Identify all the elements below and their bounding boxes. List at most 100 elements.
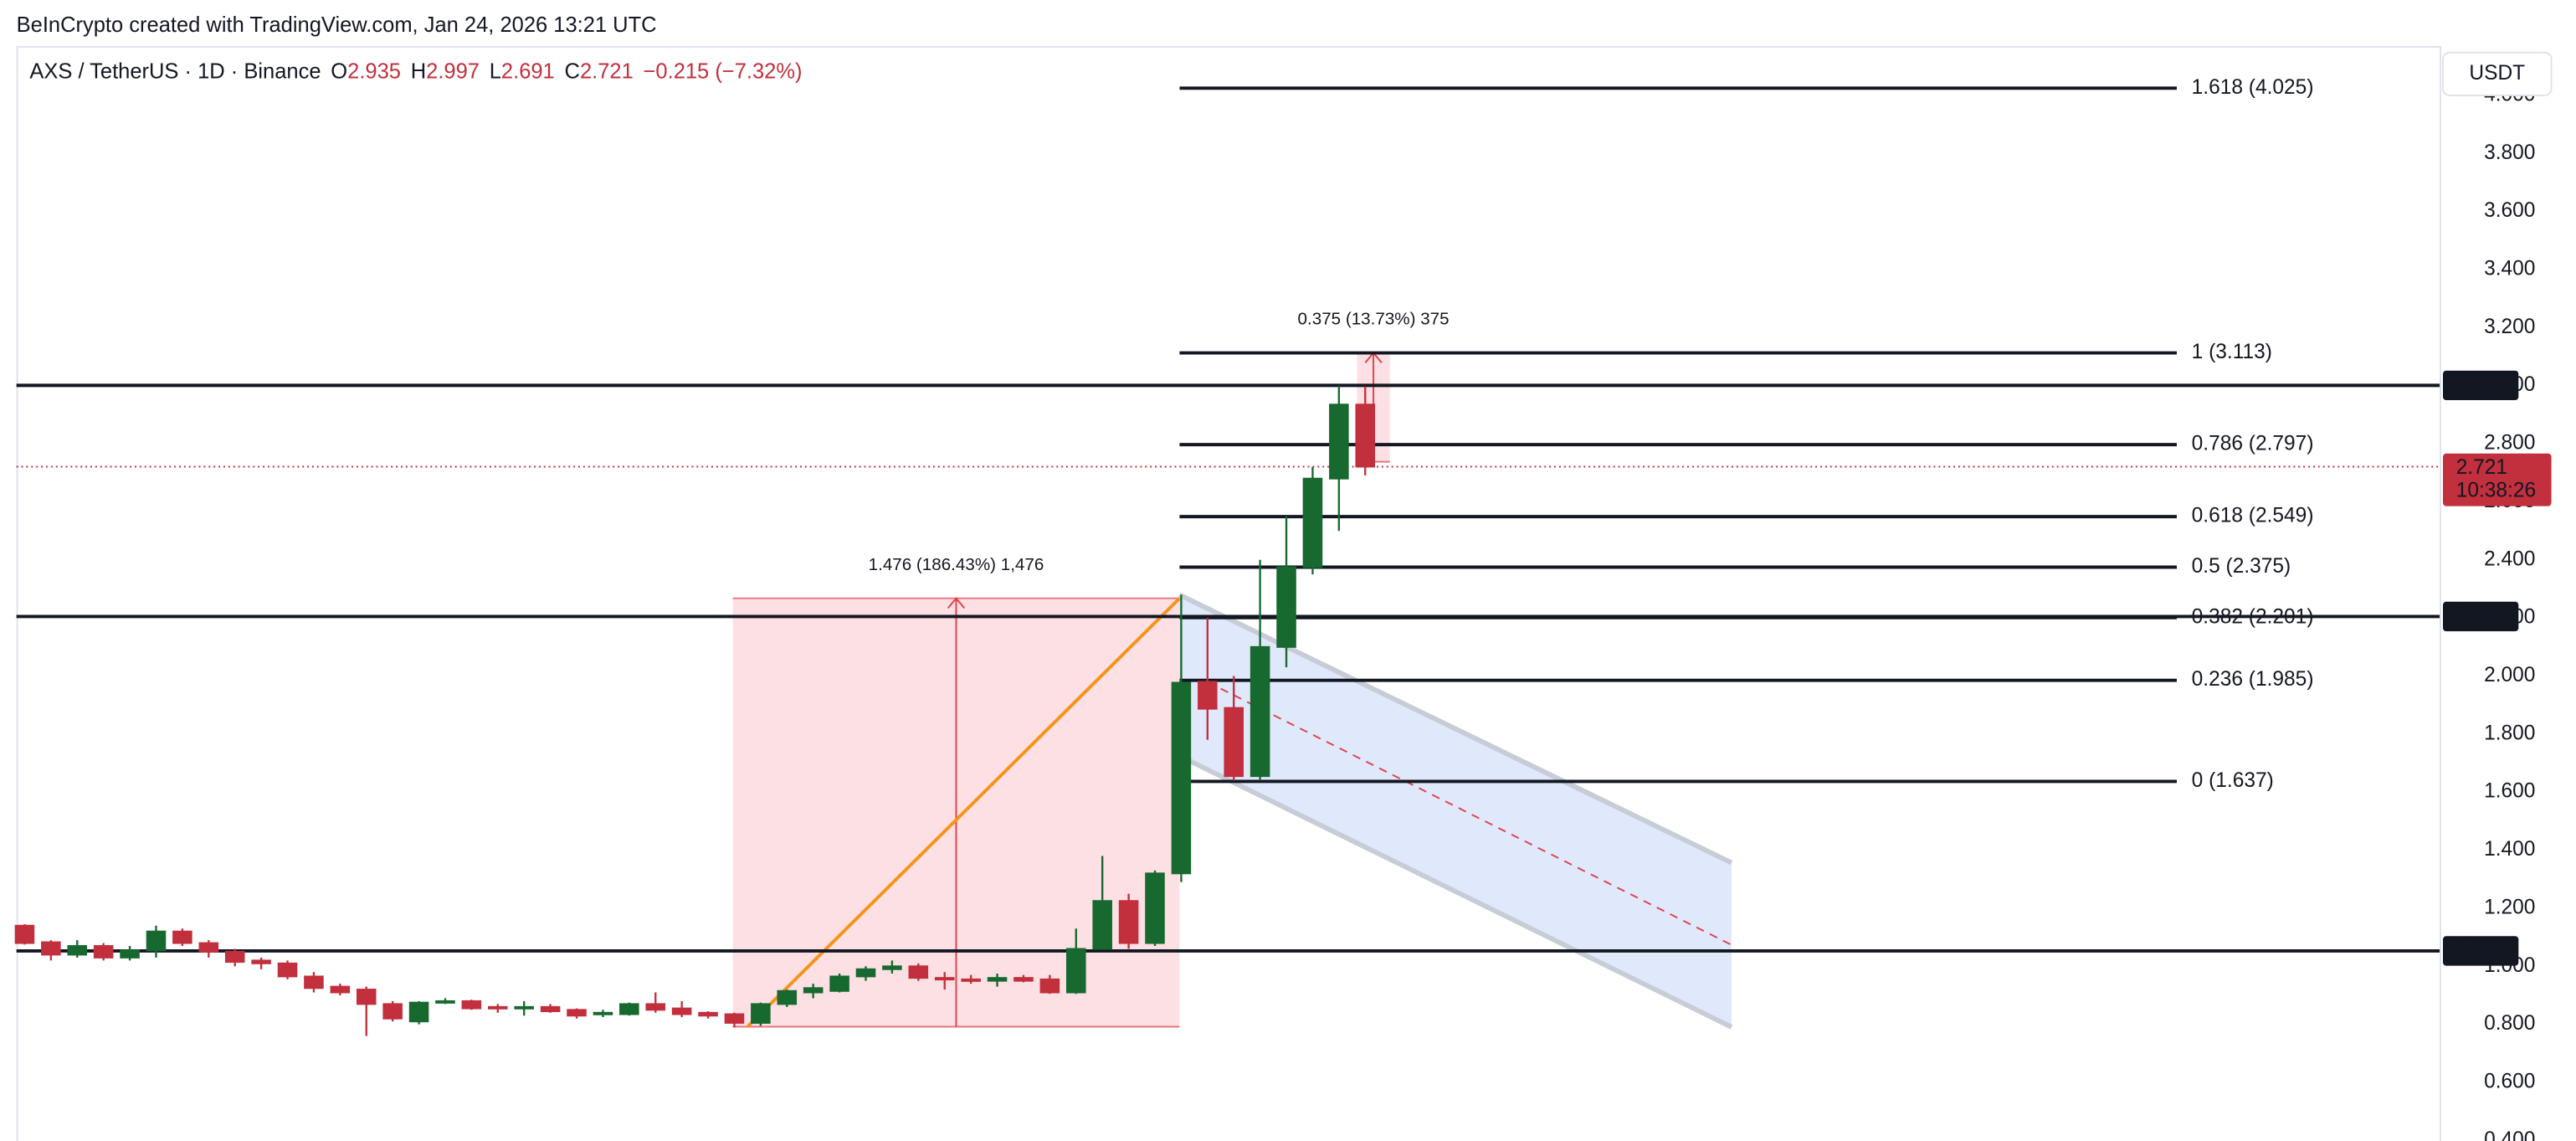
y-tick-label: 1.800 bbox=[2484, 722, 2535, 744]
countdown-label: 10:38:26 bbox=[2456, 479, 2536, 501]
currency-label: USDT bbox=[2469, 62, 2525, 85]
measure-label: 1.476 (186.43%) 1,476 bbox=[869, 555, 1044, 574]
y-tick-label: 1.200 bbox=[2484, 896, 2535, 918]
candle-body bbox=[488, 1005, 508, 1010]
ohlc-value: 2.935 bbox=[347, 59, 401, 83]
candle-body bbox=[751, 1003, 771, 1024]
candle-body bbox=[304, 975, 324, 989]
level-badge-label: 1.053 bbox=[2455, 938, 2506, 961]
y-tick-label: 0.800 bbox=[2484, 1012, 2535, 1035]
channel-midline bbox=[1207, 681, 1732, 946]
level-badge-label: 3.001 bbox=[2455, 373, 2506, 396]
candle-body bbox=[224, 950, 245, 964]
candle-body bbox=[1039, 978, 1060, 994]
candle-body bbox=[198, 942, 219, 953]
level-badge bbox=[2442, 370, 2519, 401]
fib-label: 1 (3.113) bbox=[2192, 341, 2272, 363]
candle-body bbox=[1198, 681, 1218, 710]
last-price-label: 2.721 bbox=[2456, 456, 2507, 479]
candle-body bbox=[251, 959, 271, 964]
symbol: AXS / TetherUS · 1D · Binance bbox=[29, 59, 321, 83]
ohlc-value: 2.997 bbox=[426, 59, 480, 83]
candle-body bbox=[540, 1005, 561, 1013]
candle-body bbox=[855, 968, 876, 978]
plot-layer: 1.476 (186.43%) 1,476 0.375 (13.73%) 375 1… bbox=[14, 47, 2576, 1141]
last-price-badge bbox=[2442, 453, 2552, 506]
candle-body bbox=[1355, 403, 1376, 468]
candle-body bbox=[803, 987, 824, 994]
candle-body bbox=[829, 975, 849, 992]
candle-body bbox=[987, 977, 1008, 982]
candle-body bbox=[934, 977, 955, 981]
y-tick-label: 3.200 bbox=[2484, 316, 2535, 338]
candle-body bbox=[1250, 645, 1270, 778]
y-tick-label: 0.400 bbox=[2484, 1128, 2535, 1141]
candle-body bbox=[1276, 566, 1296, 648]
currency-button[interactable] bbox=[2442, 51, 2553, 96]
candle-body bbox=[1065, 948, 1086, 994]
level-badge bbox=[2442, 936, 2519, 966]
channel bbox=[1179, 594, 1732, 1027]
candle-body bbox=[146, 930, 167, 952]
y-tick-label: 3.600 bbox=[2484, 199, 2535, 222]
channel-edge bbox=[1178, 753, 1733, 1030]
channel-edge bbox=[1178, 593, 1733, 866]
candle-body bbox=[698, 1011, 718, 1017]
y-tick-label: 3.800 bbox=[2484, 141, 2535, 164]
candle-body bbox=[1013, 977, 1034, 982]
fib-label: 0.5 (2.375) bbox=[2192, 555, 2291, 578]
fib-label: 0 (1.637) bbox=[2192, 769, 2274, 792]
candle-body bbox=[1302, 477, 1323, 568]
candle-body bbox=[408, 1001, 429, 1023]
candle-body bbox=[645, 1003, 666, 1011]
candle-body bbox=[777, 989, 798, 1005]
candle-body bbox=[461, 1000, 482, 1010]
measure-label: 0.375 (13.73%) 375 bbox=[1298, 310, 1450, 329]
y-tick-label: 2.000 bbox=[2484, 664, 2535, 686]
y-tick-label: 2.800 bbox=[2484, 432, 2535, 455]
measure-arrowhead bbox=[947, 597, 966, 609]
ohlc-label: C bbox=[565, 59, 580, 83]
candle-body bbox=[514, 1005, 534, 1010]
candle-body bbox=[593, 1011, 613, 1015]
ohlc-label: O bbox=[331, 59, 347, 83]
ohlc-label: H bbox=[411, 59, 426, 83]
candle-body bbox=[120, 949, 140, 959]
change: −0.215 (−7.32%) bbox=[644, 59, 803, 83]
fib-label: 1.618 (4.025) bbox=[2192, 76, 2314, 99]
fib-label: 0.618 (2.549) bbox=[2192, 505, 2314, 527]
candle-body bbox=[671, 1007, 692, 1015]
candle-body bbox=[277, 962, 298, 978]
y-tick-label: 1.400 bbox=[2484, 838, 2535, 861]
trend-line bbox=[746, 597, 1181, 1028]
candle-body bbox=[172, 930, 192, 944]
candle-body bbox=[435, 1000, 455, 1004]
y-tick-label: 1.600 bbox=[2484, 780, 2535, 803]
attribution: BeInCrypto created with TradingView.com,… bbox=[17, 13, 657, 37]
candle-body bbox=[567, 1009, 587, 1017]
candle-body bbox=[724, 1013, 745, 1024]
candle-body bbox=[330, 985, 351, 994]
candle-body bbox=[93, 945, 114, 959]
ohlc-value: 2.691 bbox=[501, 59, 555, 83]
fib-label: 0.236 (1.985) bbox=[2192, 668, 2314, 691]
y-tick-label: 2.400 bbox=[2484, 547, 2535, 570]
candle-body bbox=[1145, 872, 1165, 944]
fib-label: 0.786 (2.797) bbox=[2192, 433, 2314, 455]
candle-body bbox=[882, 965, 902, 970]
ohlc-value: 2.721 bbox=[580, 59, 634, 83]
candle-body bbox=[356, 989, 377, 1005]
candle-body bbox=[41, 941, 61, 956]
level-badge-label: 2.205 bbox=[2455, 604, 2506, 627]
candle-body bbox=[67, 945, 88, 956]
candle-body bbox=[1329, 403, 1349, 480]
candle-body bbox=[1092, 900, 1112, 950]
ohlc-label: L bbox=[490, 59, 501, 83]
candle-body bbox=[1118, 900, 1139, 944]
candle-body bbox=[961, 978, 981, 982]
candle-body bbox=[14, 924, 35, 944]
chart-frame bbox=[16, 46, 2442, 1141]
candle-body bbox=[1171, 681, 1192, 875]
candle-body bbox=[382, 1003, 403, 1020]
candle-body bbox=[908, 965, 929, 979]
